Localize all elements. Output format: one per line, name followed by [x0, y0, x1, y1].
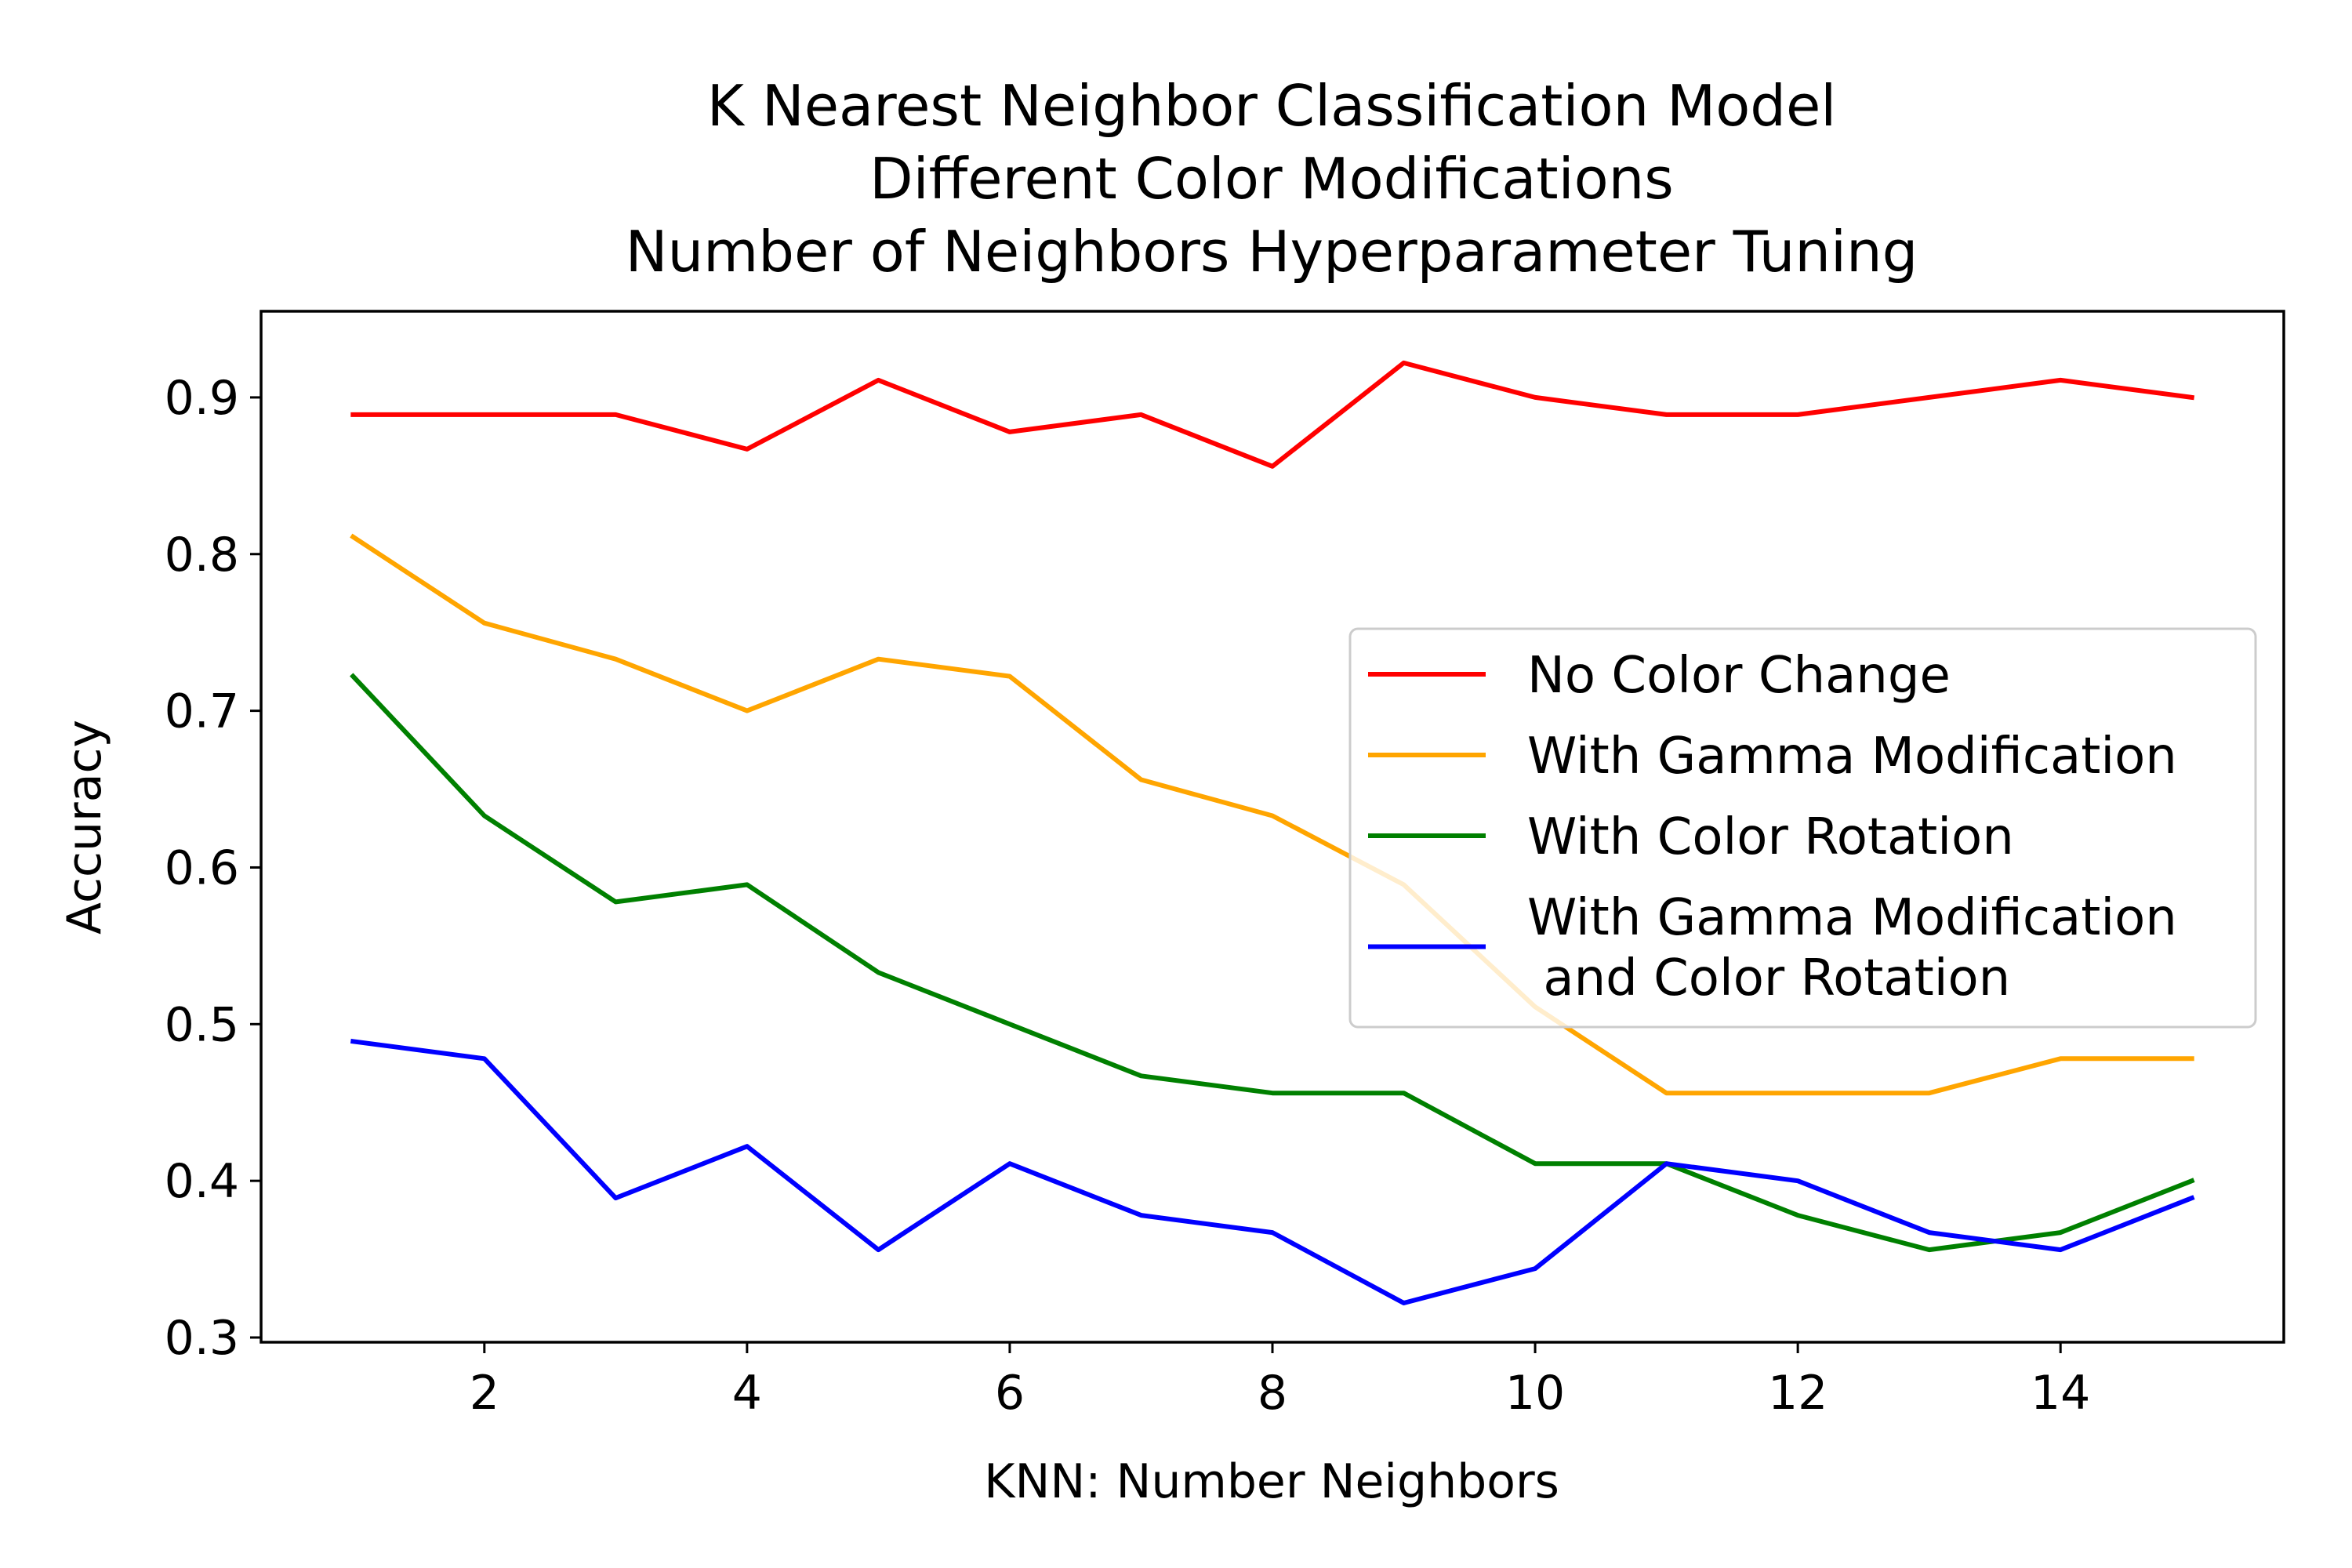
- legend-label-2: With Gamma Modification: [1527, 728, 2177, 786]
- y-axis-ticks: 0.3 0.4 0.5 0.6 0.7 0.8 0.9: [165, 371, 261, 1366]
- y-tick-label: 0.8: [165, 528, 239, 583]
- series-line-1: [350, 360, 2195, 469]
- x-axis-ticks: 2 4 6 8 10 12 14: [470, 1342, 2090, 1421]
- x-tick-label: 12: [1768, 1366, 1828, 1421]
- series-line-4: [350, 1038, 2195, 1305]
- legend-items: No Color Change With Gamma Modification Wi…: [1368, 647, 2177, 1007]
- chart-title-line-3: Number of Neighbors Hyperparameter Tunin…: [626, 219, 1918, 285]
- x-axis-label: KNN: Number Neighbors: [984, 1454, 1559, 1509]
- chart-title: K Nearest Neighbor Classification Model …: [626, 73, 1918, 285]
- legend-label-3: With Color Rotation: [1527, 808, 2014, 866]
- series-line-2: [350, 533, 2194, 1096]
- plot-lines: [350, 360, 2195, 1305]
- legend-frame: [1348, 627, 2257, 1029]
- x-tick-label: 2: [470, 1366, 499, 1421]
- x-tick-label: 8: [1258, 1366, 1287, 1421]
- plot-area-frame: [260, 310, 2285, 1344]
- y-axis-label: Accuracy: [57, 720, 112, 935]
- y-tick-label: 0.7: [165, 684, 239, 739]
- legend-label-4: With Gamma Modification and Color Rotati…: [1527, 889, 2177, 1007]
- y-tick-label: 0.5: [165, 997, 239, 1052]
- series-line-3: [350, 673, 2195, 1253]
- x-tick-label: 4: [732, 1366, 762, 1421]
- y-tick-label: 0.3: [165, 1311, 239, 1366]
- x-tick-label: 14: [2031, 1366, 2090, 1421]
- y-tick-label: 0.4: [165, 1154, 239, 1209]
- y-tick-label: 0.6: [165, 840, 239, 895]
- x-tick-label: 6: [995, 1366, 1025, 1421]
- legend-label-1: No Color Change: [1527, 647, 1951, 705]
- y-tick-label: 0.9: [165, 371, 239, 426]
- x-tick-label: 10: [1505, 1366, 1565, 1421]
- legend: No Color Change With Gamma Modification Wi…: [1348, 627, 2257, 1029]
- chart-title-line-1: K Nearest Neighbor Classification Model: [707, 73, 1837, 139]
- chart-title-line-2: Different Color Modifications: [869, 146, 1674, 212]
